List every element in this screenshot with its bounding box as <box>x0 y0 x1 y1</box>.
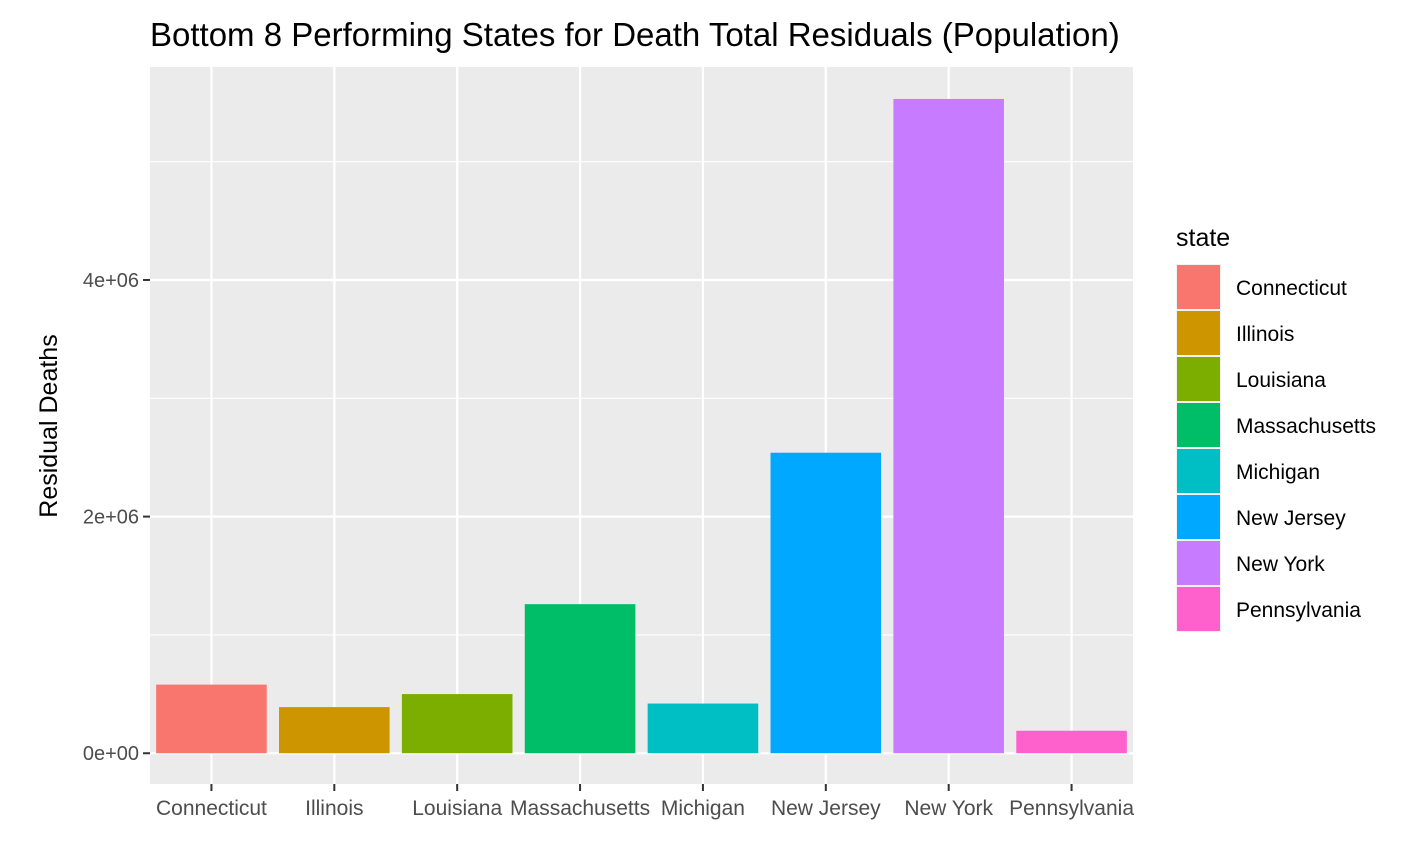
legend-label: Michigan <box>1236 461 1320 484</box>
x-tick-label: Pennsylvania <box>1009 797 1134 820</box>
x-tick-label: Michigan <box>661 797 745 820</box>
bar-illinois <box>279 707 390 754</box>
legend-label: Illinois <box>1236 323 1294 346</box>
bar-connecticut <box>156 684 267 754</box>
y-axis-title: Residual Deaths <box>35 334 63 517</box>
y-tick-label: 2e+06 <box>83 507 139 529</box>
legend-label: Louisiana <box>1236 369 1326 392</box>
legend-label: New York <box>1236 553 1325 576</box>
y-tick-label: 4e+06 <box>83 270 139 292</box>
y-tick-label: 0e+00 <box>83 743 139 765</box>
x-tick-label: Louisiana <box>412 797 502 820</box>
bar-new-jersey <box>770 452 882 754</box>
axes: 0e+00 2e+06 4e+06 Connecticut Illinois Louisi… <box>83 270 1135 820</box>
legend-swatch <box>1177 449 1220 493</box>
plot-panel <box>150 67 1133 784</box>
x-tick-label: Connecticut <box>156 797 267 820</box>
legend-label: New Jersey <box>1236 507 1346 530</box>
legend-label: Massachusetts <box>1236 415 1376 438</box>
legend-title: state <box>1176 224 1230 252</box>
legend-swatch <box>1177 587 1220 631</box>
bar-louisiana <box>401 694 513 754</box>
x-tick-label: New York <box>904 797 993 820</box>
bar-pennsylvania <box>1016 730 1127 754</box>
x-tick-label: Massachusetts <box>510 797 650 820</box>
legend-swatch <box>1177 357 1220 401</box>
legend-label: Pennsylvania <box>1236 599 1361 622</box>
legend-swatch <box>1177 311 1220 355</box>
x-tick-label: New Jersey <box>771 797 881 820</box>
bar-massachusetts <box>524 604 636 754</box>
legend-swatch <box>1177 495 1220 539</box>
legend-swatch <box>1177 265 1220 309</box>
chart-title: Bottom 8 Performing States for Death Tot… <box>150 16 1120 53</box>
legend: state Connecticut Illinois Louisiana Massac… <box>1176 224 1376 632</box>
bar-new-york <box>893 98 1004 754</box>
legend-swatch <box>1177 403 1220 447</box>
x-tick-label: Illinois <box>305 797 363 820</box>
legend-swatch <box>1177 541 1220 585</box>
bar-michigan <box>647 703 759 754</box>
legend-label: Connecticut <box>1236 277 1347 300</box>
